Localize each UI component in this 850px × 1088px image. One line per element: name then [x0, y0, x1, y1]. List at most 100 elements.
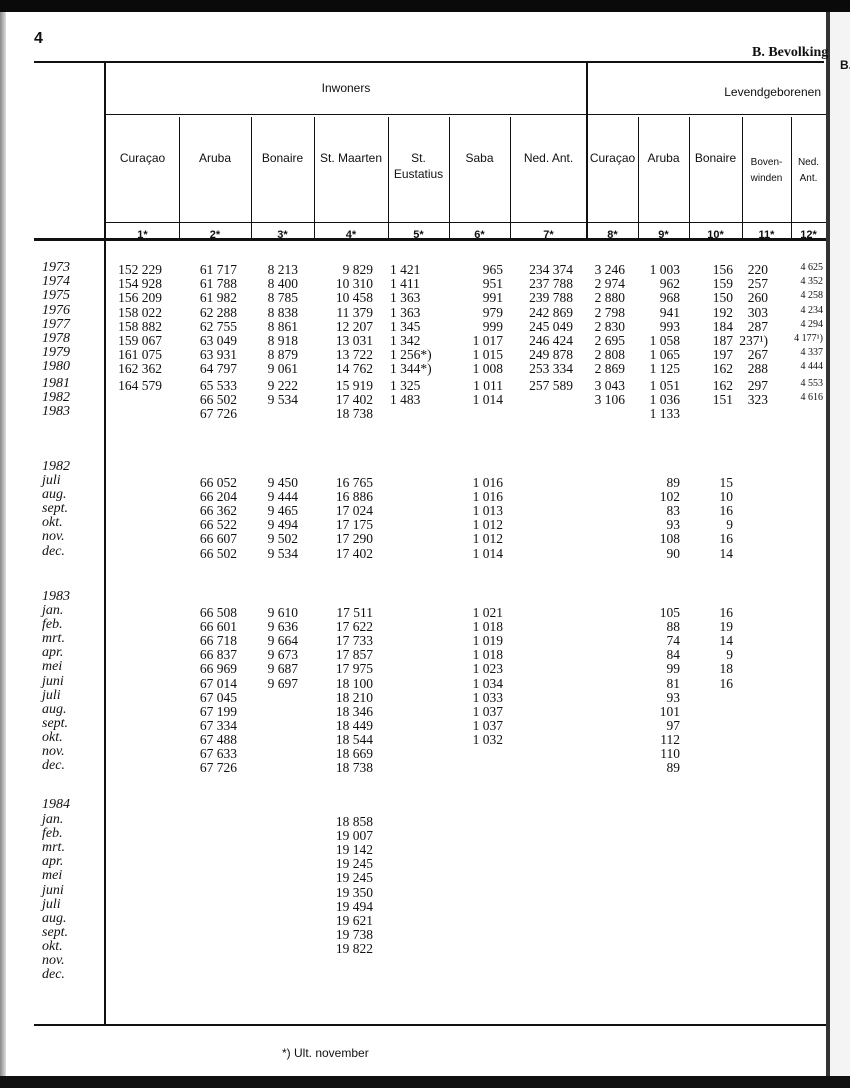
row-label: juli: [42, 687, 61, 703]
table-cell: 88: [666, 619, 681, 635]
table-cell: 14: [719, 545, 734, 561]
table-cell: 162: [712, 361, 733, 377]
table-cell: 17 511: [336, 605, 373, 620]
section-title: B. Bevolking: [752, 45, 829, 60]
table-cell: 110: [660, 746, 680, 761]
table-cell: 1 363: [390, 290, 421, 306]
table-cell: 152 229: [118, 262, 162, 277]
table-cell: 1 363: [390, 304, 421, 320]
table-cell: 10: [719, 489, 734, 505]
table-cell: 1 036: [649, 391, 680, 407]
scan-left-edge: [0, 12, 6, 1088]
table-cell: 14: [719, 633, 734, 649]
column-header: Saba: [465, 151, 494, 165]
table-cell: 4 553: [800, 377, 824, 389]
table-cell: 102: [659, 489, 680, 505]
table-cell: 67 488: [199, 731, 237, 747]
row-label: okt.: [42, 729, 63, 745]
table-cell: 1 003: [649, 262, 680, 277]
table-cell: 14 762: [335, 361, 373, 377]
column-number: 11*: [758, 229, 775, 241]
table-cell: 150: [712, 290, 733, 306]
column-header: Curaçao: [119, 151, 166, 165]
table-cell: 18: [719, 661, 734, 677]
table-cell: 2 880: [594, 290, 625, 306]
table-cell: 9: [726, 647, 733, 663]
table-cell: 1 037: [472, 717, 503, 733]
table-cell: 16: [719, 605, 734, 620]
table-cell: 297: [747, 377, 768, 393]
table-cell: 9 494: [267, 517, 298, 533]
table-cell: 18 544: [335, 731, 373, 747]
table-cell: 62 755: [199, 318, 237, 334]
table-cell: 1 014: [472, 391, 503, 407]
table-cell: 2 869: [594, 361, 625, 377]
table-cell: 9 061: [267, 361, 298, 377]
table-cell: 16 765: [335, 475, 373, 490]
table-cell: 19 822: [335, 940, 373, 956]
table-cell: 267: [747, 347, 768, 363]
table-cell: 9 534: [267, 545, 298, 561]
table-cell: 108: [659, 531, 680, 547]
column-number: 6*: [474, 229, 485, 241]
row-label: 1978: [42, 331, 70, 346]
table-cell: 18 669: [335, 746, 373, 761]
table-cell: 287: [747, 318, 768, 334]
table-cell: 13 722: [335, 347, 373, 363]
page-number: 4: [34, 30, 43, 47]
row-label: mei: [42, 868, 63, 884]
row-label: feb.: [42, 617, 63, 633]
column-number: 10*: [707, 229, 724, 241]
table-cell: 1 032: [472, 731, 503, 747]
table-cell: 1 011: [473, 377, 503, 393]
table-cell: 8 213: [267, 262, 298, 277]
table-cell: 4 337: [800, 347, 824, 359]
table-cell: 74: [666, 633, 681, 649]
year-label: 1982: [42, 459, 70, 474]
row-label: 1977: [42, 316, 70, 332]
table-cell: 15: [719, 475, 734, 490]
table-cell: 9 687: [267, 661, 298, 677]
table-cell: 1 411: [390, 276, 420, 292]
table-cell: 323: [747, 391, 768, 407]
scan-top-border: [0, 0, 850, 12]
row-label: 1976: [42, 302, 70, 318]
table-cell: 246 424: [529, 333, 573, 348]
table-cell: 15 919: [335, 377, 373, 393]
table-cell: 63 931: [199, 347, 237, 363]
row-label: mrt.: [42, 631, 65, 647]
column-divider: [742, 117, 743, 241]
stub-divider: [104, 61, 106, 1024]
table-cell: 18 449: [335, 717, 373, 733]
table-cell: 4 234: [800, 304, 824, 316]
table-cell: 17 175: [335, 517, 373, 533]
table-cell: 9 697: [267, 675, 298, 691]
table-cell: 66 362: [199, 503, 237, 519]
table-cell: 253 334: [529, 361, 573, 377]
table-cell: 16: [719, 503, 734, 519]
table-cell: 1 018: [472, 647, 503, 663]
row-label: sept.: [42, 924, 69, 940]
table-cell: 993: [659, 318, 680, 334]
table-cell: 66 607: [199, 531, 237, 547]
column-divider: [587, 61, 588, 241]
column-number: 7*: [543, 229, 554, 241]
table-cell: 16 886: [335, 489, 373, 505]
row-label: juni: [42, 882, 64, 898]
table-cell: 97: [666, 717, 681, 733]
table-cell: 1 344*): [390, 361, 432, 377]
table-cell: 4 177¹): [794, 333, 823, 344]
footnote: *) Ult. november: [282, 1046, 369, 1060]
table-cell: 9 450: [267, 475, 298, 490]
row-label: mei: [42, 659, 63, 675]
table-cell: 93: [666, 689, 681, 705]
table-cell: 951: [482, 276, 503, 292]
column-number: 1*: [137, 229, 148, 241]
column-number: 5*: [413, 229, 424, 241]
row-label: 1983: [42, 404, 70, 419]
table-cell: 962: [659, 276, 680, 292]
table-cell: 1 016: [472, 475, 503, 490]
table-cell: 18 100: [335, 675, 373, 691]
column-header: Aruba: [647, 151, 680, 165]
table-cell: 999: [482, 318, 503, 334]
